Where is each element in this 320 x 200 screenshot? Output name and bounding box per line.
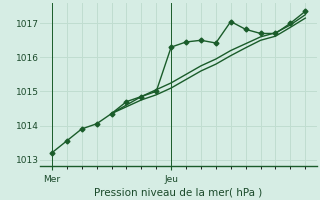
X-axis label: Pression niveau de la mer( hPa ): Pression niveau de la mer( hPa ) xyxy=(94,187,263,197)
